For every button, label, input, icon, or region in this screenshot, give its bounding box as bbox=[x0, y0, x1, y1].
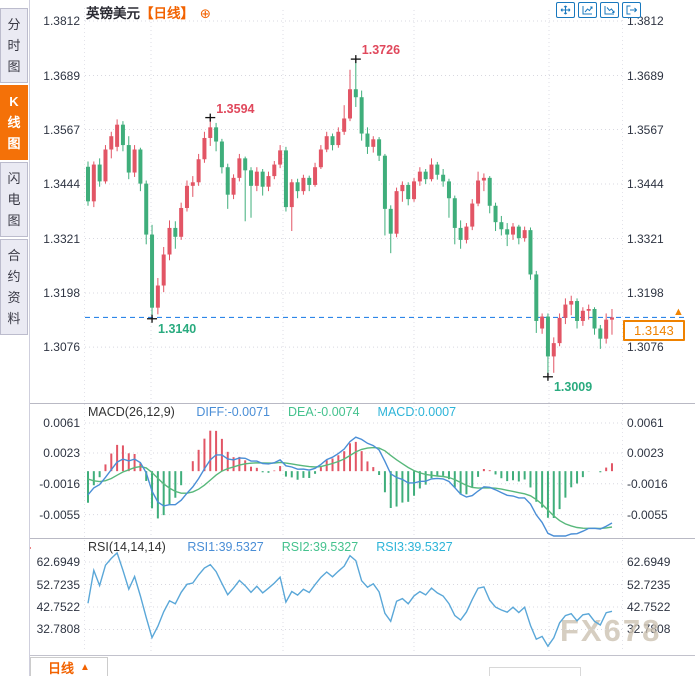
grid-layer bbox=[30, 8, 695, 659]
bottom-scroll-thumb[interactable] bbox=[489, 667, 581, 676]
y-axis-label: -0.0016 bbox=[39, 476, 80, 491]
annotation-marker bbox=[205, 113, 216, 122]
indicator-readout: RSI2:39.5327 bbox=[281, 540, 359, 554]
sidebar-tab-flash[interactable]: 闪电图 bbox=[0, 162, 28, 237]
price-up-arrow-icon: ▲ bbox=[673, 306, 684, 319]
rsi-header: RSI(14,14,14) RSI1:39.5327 RSI2:39.5327 RS… bbox=[88, 540, 463, 554]
rsi-line bbox=[87, 551, 613, 648]
price-annotation: 1.3140 bbox=[158, 321, 197, 336]
y-axis-label: 1.3567 bbox=[627, 122, 664, 137]
indicator-readout: RSI1:39.5327 bbox=[187, 540, 264, 554]
y-axis-label: 1.3444 bbox=[627, 177, 664, 192]
y-axis-label: 0.0023 bbox=[627, 446, 664, 460]
rsi-params: RSI(14,14,14) bbox=[88, 540, 166, 554]
y-axis-label: 1.3689 bbox=[43, 68, 80, 83]
y-axis-label: 0.0061 bbox=[43, 416, 80, 430]
y-axis-label: 1.3076 bbox=[43, 340, 80, 355]
y-axis-label: 52.7235 bbox=[627, 577, 671, 592]
period-selector-button[interactable]: 日线 ▲ bbox=[30, 657, 108, 676]
y-axis-label: 52.7235 bbox=[36, 577, 80, 592]
y-axis-label: 0.0061 bbox=[627, 416, 664, 430]
y-axis-label: 42.7522 bbox=[627, 599, 671, 614]
y-axis-label: 1.3076 bbox=[627, 340, 664, 355]
symbol-name: 英镑美元 bbox=[86, 6, 140, 21]
current-price-tag: 1.3143 bbox=[623, 320, 685, 342]
period-selector-label: 日线 bbox=[48, 661, 75, 676]
y-axis-label: -0.0055 bbox=[627, 507, 668, 522]
y-axis-label: 62.6949 bbox=[627, 555, 671, 569]
y-axis-label: 1.3444 bbox=[43, 177, 80, 192]
sidebar-tab-timeline[interactable]: 分时图 bbox=[0, 8, 28, 83]
period-tag: 【日线】 bbox=[140, 6, 194, 21]
pan-icon[interactable] bbox=[556, 2, 575, 18]
annotation-marker bbox=[542, 372, 553, 381]
y-axis-label: 1.3321 bbox=[627, 231, 664, 246]
y-axis-label: 0.0023 bbox=[43, 446, 80, 460]
indicator-readout: RSI3:39.5327 bbox=[376, 540, 453, 554]
bottom-bar: 日线 ▲ bbox=[30, 655, 695, 676]
price-annotation: 1.3594 bbox=[216, 101, 255, 116]
y-axis-label: 1.3689 bbox=[627, 68, 664, 83]
zoom-in-range-icon[interactable] bbox=[578, 2, 597, 18]
y-axis-label: 62.6949 bbox=[36, 555, 80, 569]
sidebar-tab-contract-info[interactable]: 合约资料 bbox=[0, 239, 28, 335]
indicator-readout: DIFF:-0.0071 bbox=[196, 405, 270, 419]
y-axis-label: 1.3321 bbox=[43, 231, 80, 246]
candle-layer bbox=[86, 59, 614, 377]
annotation-marker bbox=[350, 55, 361, 64]
zoom-out-range-icon[interactable] bbox=[600, 2, 619, 18]
y-axis-label: -0.0016 bbox=[627, 476, 668, 491]
annotation-marker bbox=[147, 314, 158, 323]
macd-header: MACD(26,12,9) DIFF:-0.0071 DEA:-0.0074 MAC… bbox=[88, 405, 466, 419]
y-axis-label: 32.7808 bbox=[36, 622, 80, 637]
y-axis-label: -0.0055 bbox=[39, 507, 80, 522]
sidebar-tab-kline[interactable]: K线图 bbox=[0, 85, 28, 160]
price-annotation: 1.3726 bbox=[361, 43, 401, 58]
y-axis-label: 1.3812 bbox=[43, 14, 80, 28]
expand-icon[interactable]: ⊕ bbox=[199, 6, 212, 21]
y-axis-label: 1.3567 bbox=[43, 122, 80, 137]
sidebar: 分时图 K线图 闪电图 合约资料 bbox=[0, 0, 30, 676]
chart-toolbar bbox=[556, 2, 641, 18]
y-axis-label: 1.3198 bbox=[43, 286, 80, 301]
y-axis-label: 1.3198 bbox=[627, 286, 664, 301]
y-axis-label: 42.7522 bbox=[36, 599, 80, 614]
indicator-readout: MACD:0.0007 bbox=[377, 405, 457, 419]
indicator-readout: DEA:-0.0074 bbox=[287, 405, 360, 419]
exit-icon[interactable] bbox=[622, 2, 641, 18]
chart-title: 英镑美元【日线】 ⊕ bbox=[86, 2, 211, 22]
watermark: FX678 bbox=[560, 613, 662, 648]
chevron-up-icon: ▲ bbox=[80, 662, 90, 673]
price-annotation: 1.3009 bbox=[553, 379, 593, 394]
macd-layer bbox=[87, 430, 613, 537]
y-axis-label: 32.7808 bbox=[627, 622, 671, 637]
macd-params: MACD(26,12,9) bbox=[88, 405, 175, 419]
